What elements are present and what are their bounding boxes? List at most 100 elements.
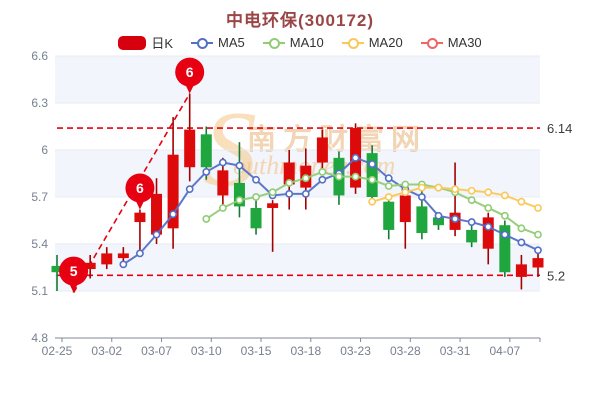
ma10-point xyxy=(235,196,244,205)
x-axis-label: 03-07 xyxy=(141,344,172,358)
y-axis-label: 5.7 xyxy=(31,190,48,204)
event-balloon xyxy=(59,256,89,286)
legend-item-dayk[interactable]: 日K xyxy=(118,33,173,52)
candle-03-11[interactable] xyxy=(217,170,229,196)
legend-item-ma30[interactable]: MA30 xyxy=(420,35,482,50)
candle-03-29[interactable] xyxy=(416,206,428,234)
ma10-point xyxy=(500,211,509,220)
ma5-point xyxy=(368,160,377,168)
ma10-point xyxy=(467,196,476,205)
candle-04-06[interactable] xyxy=(482,217,494,249)
ma20-point xyxy=(384,193,393,201)
ma5-point xyxy=(301,189,310,198)
ma5-point xyxy=(152,230,161,239)
ma10-point xyxy=(335,172,343,181)
legend-label: MA20 xyxy=(368,35,403,50)
ma10-point xyxy=(318,168,327,176)
ma5-point xyxy=(202,168,211,176)
event-balloon xyxy=(125,173,155,203)
ma5-point xyxy=(185,185,194,194)
ma5-point xyxy=(467,218,476,226)
candle-03-25[interactable] xyxy=(383,201,395,230)
candle-03-04[interactable] xyxy=(134,212,146,223)
ma10-point xyxy=(268,188,277,197)
line-marker-icon xyxy=(191,37,214,49)
ma10-point xyxy=(384,182,393,190)
candle-03-30[interactable] xyxy=(432,217,444,226)
ma20-point xyxy=(534,204,542,212)
ma20-point xyxy=(434,183,443,192)
candle-04-07[interactable] xyxy=(499,225,511,273)
x-axis-label: 03-31 xyxy=(440,344,471,358)
ma5-point xyxy=(285,189,294,198)
x-axis-label: 04-07 xyxy=(489,344,520,358)
x-axis-label: 03-28 xyxy=(390,344,421,358)
ma5-point xyxy=(318,175,327,184)
legend-item-ma10[interactable]: MA10 xyxy=(262,35,324,50)
ma20-point xyxy=(500,191,509,200)
x-axis-label: 03-18 xyxy=(290,344,321,358)
ma10-point xyxy=(202,215,211,223)
ma5-point xyxy=(434,211,443,220)
y-axis-label: 6.3 xyxy=(31,96,48,110)
balloon-label: 5 xyxy=(70,263,78,279)
candle-03-08[interactable] xyxy=(167,154,179,229)
event-balloon xyxy=(175,57,205,87)
ma20-point xyxy=(368,197,377,206)
legend-label: 日K xyxy=(151,36,174,51)
ma5-point xyxy=(484,222,493,231)
ma5-point xyxy=(517,238,526,247)
x-axis-label: 03-10 xyxy=(191,344,222,358)
candle-03-14[interactable] xyxy=(233,182,245,207)
candle-03-28[interactable] xyxy=(399,195,411,223)
candle-03-15[interactable] xyxy=(250,207,262,229)
legend-item-ma20[interactable]: MA20 xyxy=(341,35,403,50)
ma20-point xyxy=(451,185,459,194)
y-axis-label: 6.6 xyxy=(31,49,48,63)
y-axis-label: 5.4 xyxy=(31,237,48,251)
ma20-point xyxy=(467,186,476,195)
candle-03-17[interactable] xyxy=(283,162,295,185)
candle-03-01[interactable] xyxy=(84,262,96,270)
candle-02-25[interactable] xyxy=(51,265,63,273)
candle-03-21[interactable] xyxy=(316,137,328,163)
candle-03-03[interactable] xyxy=(117,253,129,259)
candle-03-02[interactable] xyxy=(101,253,113,265)
candle-04-11[interactable] xyxy=(532,258,544,268)
ref-line-label: 6.14 xyxy=(547,121,572,136)
legend-label: MA5 xyxy=(218,35,245,50)
ma10-point xyxy=(484,204,493,212)
balloon-label: 6 xyxy=(136,180,144,196)
candle-04-08[interactable] xyxy=(515,264,527,277)
candle-03-24[interactable] xyxy=(366,153,378,197)
legend-item-ma5[interactable]: MA5 xyxy=(191,35,245,50)
x-axis-label: 03-23 xyxy=(340,344,371,358)
candle-04-01[interactable] xyxy=(466,229,478,243)
ma20-point xyxy=(401,188,410,197)
x-axis-label: 02-25 xyxy=(42,344,73,358)
ref-line-label: 5.2 xyxy=(547,268,565,283)
candle-03-07[interactable] xyxy=(151,193,163,235)
ma5-point xyxy=(136,249,144,258)
ma10-point xyxy=(252,193,260,201)
ma20-point xyxy=(517,197,526,206)
candle-03-09[interactable] xyxy=(184,129,196,168)
x-axis-label: 03-15 xyxy=(241,344,272,358)
y-axis-label: 4.8 xyxy=(31,331,48,345)
ma10-point xyxy=(401,180,410,189)
ma5-point xyxy=(235,161,244,170)
y-axis-label: 5.1 xyxy=(31,284,48,298)
ma10-point xyxy=(301,174,310,183)
candle-03-16[interactable] xyxy=(267,203,279,208)
legend-label: MA30 xyxy=(447,35,482,50)
line-marker-icon xyxy=(420,37,443,49)
ma5-point xyxy=(119,260,128,269)
page-title: 中电环保(300172) xyxy=(225,11,375,30)
ma5-point xyxy=(218,158,227,167)
ma20-point xyxy=(417,183,426,192)
line-marker-icon xyxy=(262,37,285,49)
ma5-point xyxy=(384,174,393,183)
candle-03-10[interactable] xyxy=(200,134,212,168)
